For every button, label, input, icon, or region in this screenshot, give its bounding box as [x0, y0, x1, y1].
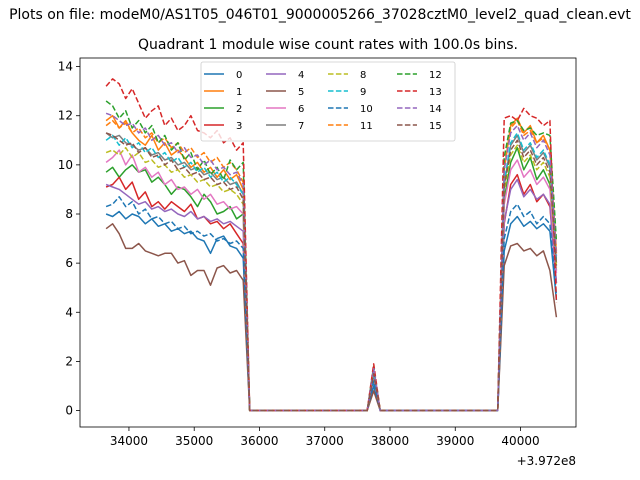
legend-label-2: 2 [236, 104, 242, 115]
y-tick-label: 12 [58, 109, 73, 123]
x-tick-label: 35000 [175, 434, 213, 448]
x-tick-label: 37000 [306, 434, 344, 448]
legend-label-1: 1 [236, 87, 242, 98]
series-line-14 [105, 112, 558, 412]
x-tick-label: 40000 [501, 434, 539, 448]
legend-label-7: 7 [298, 121, 304, 132]
legend-label-3: 3 [236, 121, 242, 132]
legend-label-10: 10 [360, 104, 373, 115]
x-axis-offset-label: +3.972e8 [517, 454, 576, 468]
legend-label-8: 8 [360, 70, 366, 81]
series-line-15 [105, 132, 558, 412]
legend-label-0: 0 [236, 70, 242, 81]
legend-label-9: 9 [360, 87, 366, 98]
chart-title: Quadrant 1 module wise count rates with … [138, 37, 518, 53]
x-axis: 34000 35000 36000 37000 38000 39000 40000 [110, 427, 540, 448]
y-tick-label: 10 [58, 158, 73, 172]
legend-label-11: 11 [360, 121, 373, 132]
y-tick-label: 4 [65, 305, 73, 319]
legend-label-6: 6 [298, 104, 304, 115]
legend-label-15: 15 [429, 121, 442, 132]
x-tick-label: 38000 [371, 434, 409, 448]
figure-suptitle: Plots on file: modeM0/AS1T05_046T01_9000… [9, 7, 631, 23]
legend-label-4: 4 [298, 70, 304, 81]
y-tick-label: 0 [65, 404, 73, 418]
x-tick-label: 36000 [240, 434, 278, 448]
x-tick-label: 34000 [110, 434, 148, 448]
y-tick-label: 2 [65, 354, 73, 368]
y-tick-label: 14 [58, 60, 73, 74]
legend-label-12: 12 [429, 70, 442, 81]
series-line-11 [105, 119, 558, 412]
legend-label-13: 13 [429, 87, 442, 98]
legend-frame [200, 61, 456, 142]
legend-label-14: 14 [429, 104, 442, 115]
y-tick-label: 6 [65, 256, 73, 270]
x-tick-label: 39000 [436, 434, 474, 448]
y-tick-label: 8 [65, 207, 73, 221]
legend-label-5: 5 [298, 87, 304, 98]
axes-frame [79, 57, 577, 428]
y-axis: 0 2 4 6 8 10 12 14 [58, 60, 80, 418]
series-layer [105, 78, 558, 412]
